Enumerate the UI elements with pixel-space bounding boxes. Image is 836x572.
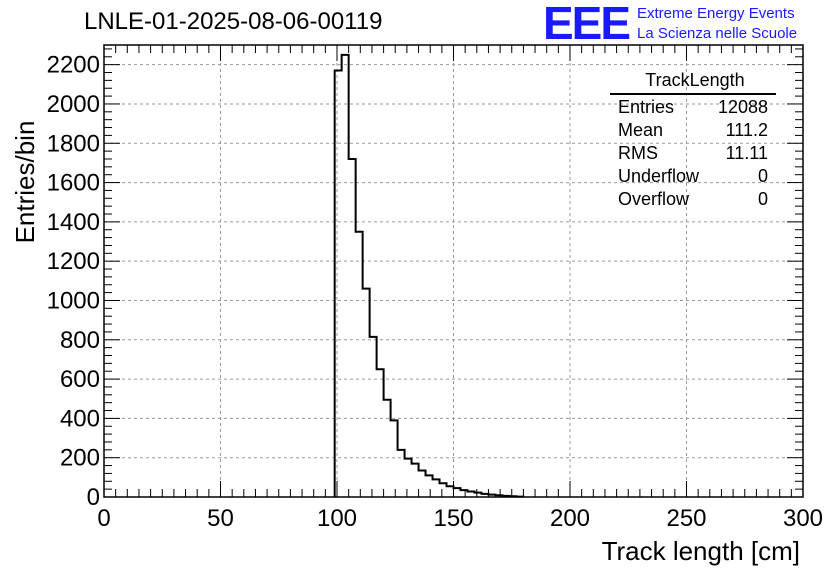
- y-tick-label: 2000: [47, 91, 100, 118]
- histogram-bin: [419, 470, 426, 497]
- histogram-bin: [433, 479, 440, 497]
- histogram-bin: [440, 483, 447, 497]
- x-tick-label: 100: [317, 505, 357, 532]
- y-tick-label: 0: [87, 484, 100, 511]
- histogram-bin: [405, 459, 412, 497]
- logo-line-2: La Scienza nelle Scuole: [637, 25, 798, 42]
- histogram-bin: [342, 55, 349, 497]
- logo-line-1: Extreme Energy Events: [637, 5, 795, 22]
- histogram-bin: [377, 369, 384, 497]
- y-tick-label: 1200: [47, 248, 100, 275]
- stats-row-entries: Entries 12088: [610, 96, 776, 119]
- y-tick-label: 1800: [47, 130, 100, 157]
- stats-label: Mean: [618, 120, 664, 140]
- stats-value: 12088: [717, 97, 768, 117]
- tick-labels: 0 50 100 150 200 250 300 0 200 400 600 800 1000 1200 1…: [47, 52, 823, 532]
- histogram-bin: [412, 464, 419, 497]
- y-tick-label: 1000: [47, 287, 100, 314]
- y-tick-label: 400: [60, 405, 100, 432]
- grid-lines: [104, 45, 803, 497]
- plot-frame: [103, 44, 804, 498]
- logo-caption: Extreme Energy Events La Scienza nelle S…: [637, 4, 797, 44]
- histogram-bin: [454, 488, 461, 497]
- histogram-bin: [426, 475, 433, 497]
- x-tick-label: 50: [207, 505, 234, 532]
- y-tick-label: 800: [60, 327, 100, 354]
- histogram-bin: [460, 490, 467, 497]
- stats-label: Underflow: [618, 166, 700, 186]
- run-title: LNLE-01-2025-08-06-00119: [84, 8, 383, 35]
- x-tick-label: 300: [783, 505, 823, 532]
- histogram-bin: [384, 400, 391, 497]
- histogram-outline: [333, 53, 525, 498]
- histogram-bin: [335, 71, 342, 497]
- stats-row-mean: Mean 111.2: [610, 119, 776, 142]
- stats-value: 0: [757, 189, 768, 209]
- stats-label: Overflow: [618, 189, 690, 209]
- stats-row-overflow: Overflow 0: [610, 188, 776, 211]
- stats-divider: [610, 93, 776, 95]
- histogram-bin: [447, 486, 454, 497]
- histogram-bin: [370, 337, 377, 497]
- stats-box: TrackLength Entries 12088 Mean 111.2 RMS…: [610, 70, 776, 211]
- y-tick-label: 600: [60, 366, 100, 393]
- stats-label: RMS: [618, 143, 658, 163]
- x-tick-label: 250: [666, 505, 706, 532]
- y-axis-label: Entries/bin: [10, 121, 40, 244]
- stats-row-rms: RMS 11.11: [610, 142, 776, 165]
- y-tick-label: 2200: [47, 52, 100, 79]
- stats-title: TrackLength: [645, 70, 745, 90]
- histogram-bin: [363, 289, 370, 497]
- y-tick-label: 1400: [47, 209, 100, 236]
- histogram-bin: [356, 232, 363, 497]
- x-tick-label: 200: [550, 505, 590, 532]
- histogram-bin: [398, 450, 405, 497]
- stats-value: 11.11: [725, 143, 768, 163]
- y-tick-label: 1600: [47, 170, 100, 197]
- stats-value: 0: [757, 166, 768, 186]
- stats-label: Entries: [618, 97, 675, 117]
- y-tick-label: 200: [60, 445, 100, 472]
- x-tick-label: 150: [433, 505, 473, 532]
- histogram-series: [333, 53, 525, 498]
- histogram-bin: [349, 159, 356, 497]
- x-tick-label: 0: [97, 505, 110, 532]
- stats-row-underflow: Underflow 0: [610, 165, 776, 188]
- x-axis-label: Track length [cm]: [602, 536, 800, 566]
- histogram-bin: [391, 420, 398, 497]
- stats-value: 111.2: [725, 120, 768, 140]
- eee-logo: EEE: [543, 0, 631, 49]
